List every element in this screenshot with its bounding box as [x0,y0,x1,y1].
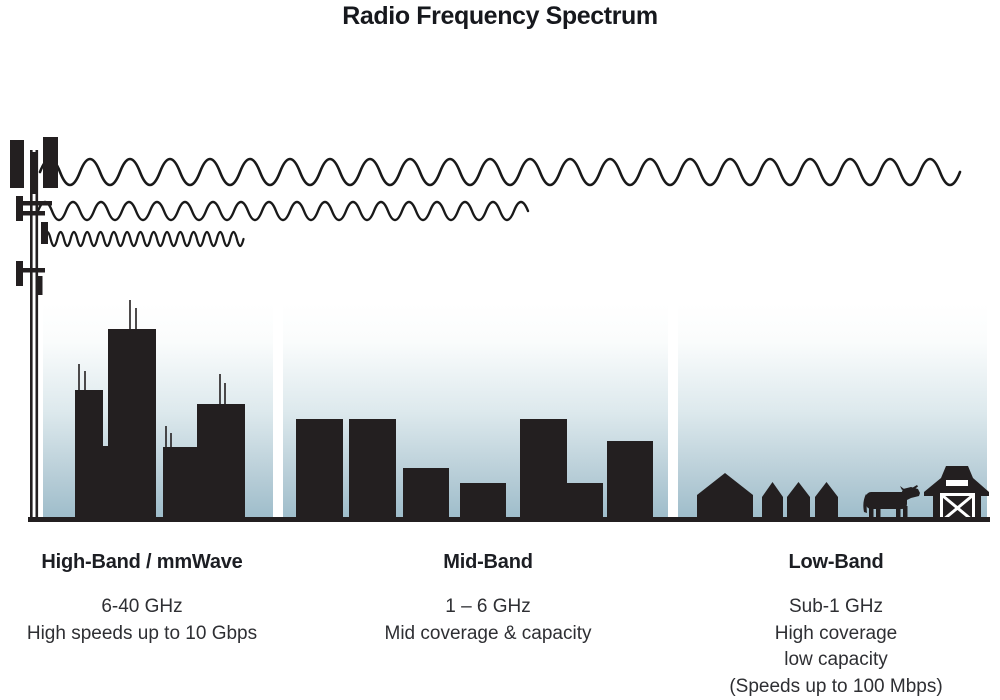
skyscraper-icons [75,300,245,520]
high-band-wave-icon [42,230,245,248]
ground-line [28,517,990,522]
house-icon [815,482,838,520]
low-band-frequency: Sub-1 GHz [789,595,883,617]
mid-band-frequency: 1 – 6 GHz [445,595,531,617]
low-band-description-3: (Speeds up to 100 Mbps) [729,676,943,698]
mid-band-wave-icon [36,200,530,222]
page-title: Radio Frequency Spectrum [342,2,658,30]
low-band-title: Low-Band [788,551,884,573]
high-band-label-block: High-Band / mmWave 6-40 GHz High speeds … [22,549,262,647]
low-band-description-1: High coverage [774,622,898,644]
house-icon [762,482,783,520]
cell-tower-icon [10,137,58,518]
high-band-frequency: 6-40 GHz [101,595,183,617]
high-band-title: High-Band / mmWave [41,551,243,573]
low-band-farm [697,466,989,522]
high-band-description: High speeds up to 10 Gbps [26,622,258,644]
house-icon [697,473,753,520]
low-band-wave-icon [38,157,962,187]
cow-icon [863,485,920,520]
house-icon [787,482,810,520]
low-band-description-2: low capacity [784,649,888,671]
mid-band-title: Mid-Band [443,551,533,573]
radio-waves [36,157,962,248]
mid-band-label-block: Mid-Band 1 – 6 GHz Mid coverage & capaci… [368,549,608,647]
antenna-spikes [78,300,226,447]
barn-icon [924,466,989,522]
low-band-label-block: Low-Band Sub-1 GHz High coverage low cap… [696,549,976,700]
mid-band-description: Mid coverage & capacity [384,622,592,644]
building-icons [296,419,653,520]
